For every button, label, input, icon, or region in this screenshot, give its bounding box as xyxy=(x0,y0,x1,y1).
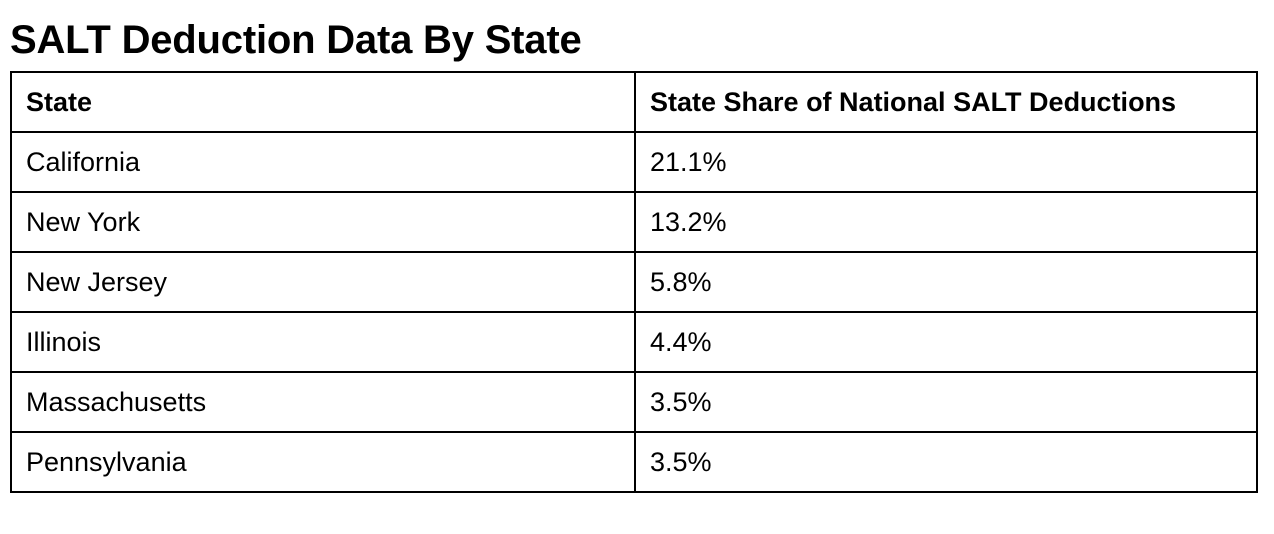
state-cell: Pennsylvania xyxy=(10,431,636,493)
state-cell: New Jersey xyxy=(10,251,636,313)
share-cell: 3.5% xyxy=(634,371,1258,433)
table-head: State State Share of National SALT Deduct… xyxy=(10,71,1258,133)
table-row: Illinois 4.4% xyxy=(10,311,1258,373)
share-cell: 21.1% xyxy=(634,131,1258,193)
page-title: SALT Deduction Data By State xyxy=(10,18,582,62)
header-cell: State xyxy=(10,71,636,133)
state-cell: Massachusetts xyxy=(10,371,636,433)
table-row: New York 13.2% xyxy=(10,191,1258,253)
header-row: State State Share of National SALT Deduct… xyxy=(10,71,1258,133)
table-row: California 21.1% xyxy=(10,131,1258,193)
table-row: New Jersey 5.8% xyxy=(10,251,1258,313)
data-table: State State Share of National SALT Deduct… xyxy=(10,71,1258,493)
state-cell: California xyxy=(10,131,636,193)
table-row: Pennsylvania 3.5% xyxy=(10,431,1258,493)
header-cell: State Share of National SALT Deductions xyxy=(634,71,1258,133)
table-row: Massachusetts 3.5% xyxy=(10,371,1258,433)
share-cell: 4.4% xyxy=(634,311,1258,373)
state-cell: New York xyxy=(10,191,636,253)
table-body: California 21.1% New York 13.2% New Jersey 5.… xyxy=(10,131,1258,493)
share-cell: 5.8% xyxy=(634,251,1258,313)
state-cell: Illinois xyxy=(10,311,636,373)
share-cell: 3.5% xyxy=(634,431,1258,493)
share-cell: 13.2% xyxy=(634,191,1258,253)
